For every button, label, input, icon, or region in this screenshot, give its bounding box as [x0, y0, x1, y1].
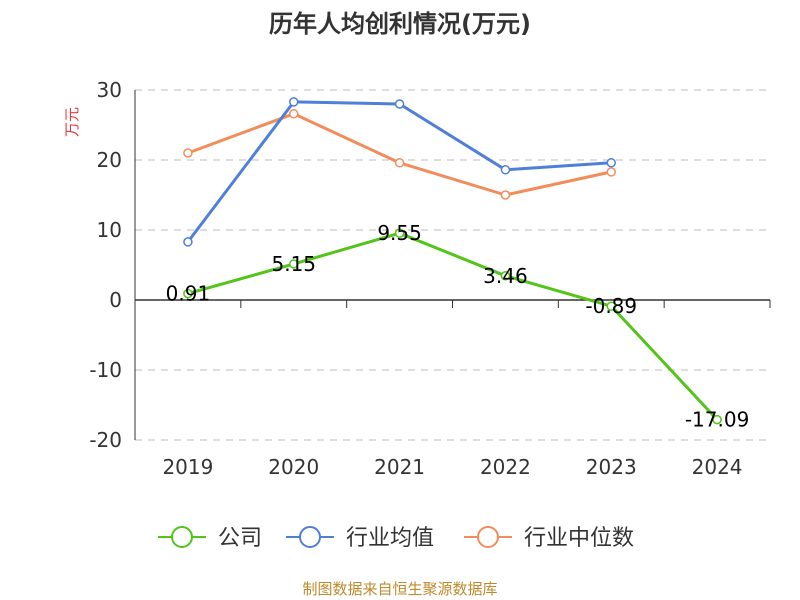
x-tick-label: 2023	[586, 455, 637, 479]
x-tick-label: 2020	[268, 455, 319, 479]
data-label: 9.55	[377, 221, 422, 245]
x-tick-label: 2024	[692, 455, 743, 479]
data-point	[184, 149, 192, 157]
y-tick-label: 30	[97, 78, 122, 102]
data-point	[184, 238, 192, 246]
data-point	[290, 98, 298, 106]
axes: 30 20 10 0 -10 -20 2019 2020 2021 2022 2023 2024	[89, 78, 770, 479]
legend-marker	[172, 527, 192, 547]
grid-lines	[135, 90, 770, 440]
y-tick-label: 20	[97, 148, 122, 172]
data-label: -17.09	[685, 408, 749, 432]
source-note: 制图数据来自恒生聚源数据库	[302, 580, 497, 598]
data-label: 3.46	[483, 264, 528, 288]
data-point	[396, 159, 404, 167]
data-point	[396, 100, 404, 108]
y-tick-label: 10	[97, 218, 122, 242]
legend: 公司 行业均值 行业中位数	[158, 526, 634, 551]
y-axis-label: 万元	[63, 107, 81, 137]
data-point	[607, 159, 615, 167]
legend-label: 公司	[218, 526, 262, 551]
data-label: -0.89	[585, 294, 637, 318]
x-tick-label: 2022	[480, 455, 531, 479]
legend-label: 行业均值	[346, 526, 434, 551]
series-line-2	[188, 114, 611, 195]
data-point	[607, 168, 615, 176]
series-line-0	[188, 233, 717, 419]
x-tick-label: 2021	[374, 455, 425, 479]
chart-title: 历年人均创利情况(万元)	[269, 10, 531, 38]
data-labels: 0.91 5.15 9.55 3.46 -0.89 -17.09	[166, 221, 750, 431]
legend-marker	[478, 527, 498, 547]
data-point	[501, 166, 509, 174]
x-tick-label: 2019	[162, 455, 213, 479]
data-point	[290, 110, 298, 118]
y-tick-label: -10	[89, 358, 122, 382]
legend-marker	[300, 527, 320, 547]
data-point	[501, 191, 509, 199]
data-label: 5.15	[271, 252, 316, 276]
y-tick-label: 0	[109, 288, 122, 312]
series-layer	[184, 98, 721, 424]
legend-label: 行业中位数	[524, 526, 634, 551]
y-tick-label: -20	[89, 428, 122, 452]
data-label: 0.91	[166, 282, 211, 306]
